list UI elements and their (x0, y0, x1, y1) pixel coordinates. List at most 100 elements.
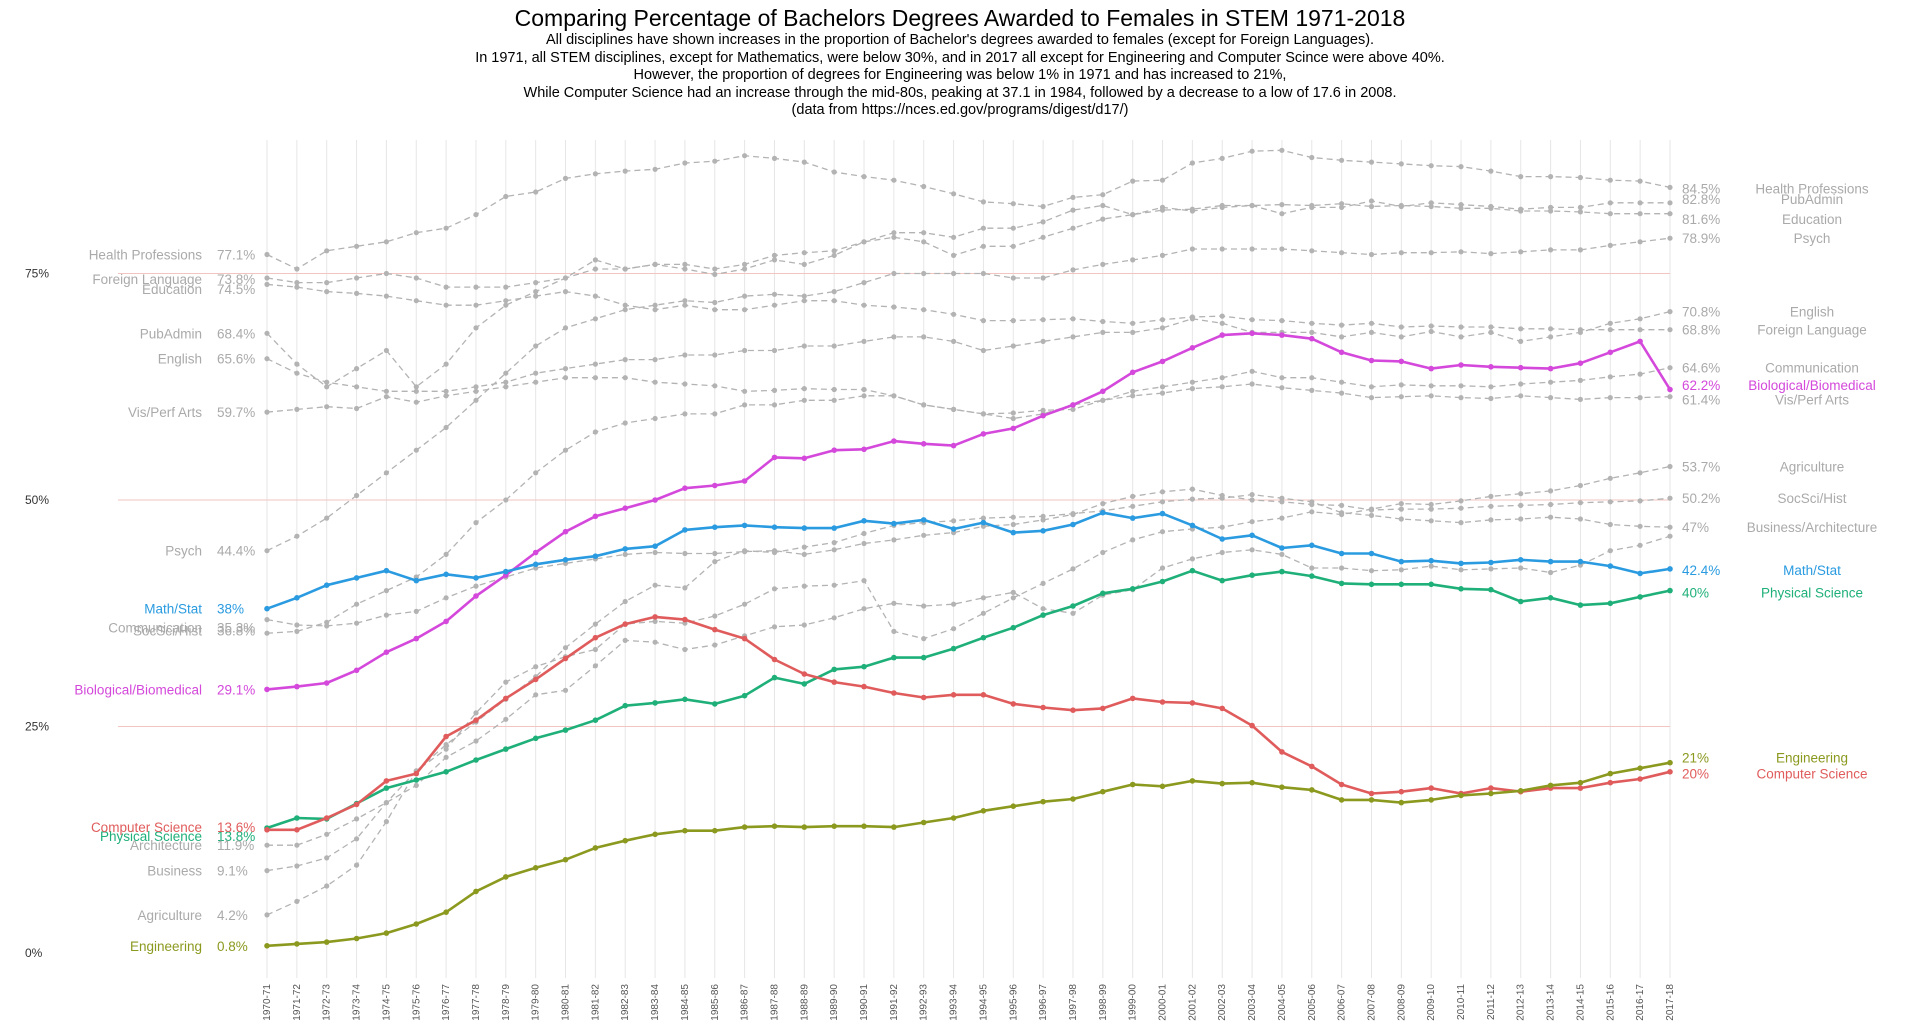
point-business-architecture-1971-72 (294, 863, 300, 869)
start-value-architecture: 11.9% (217, 838, 254, 853)
point-pubadmin-1970-71 (264, 330, 270, 336)
point-computer-science-2014-15 (1577, 785, 1584, 791)
point-business-architecture-1973-74 (354, 836, 360, 842)
point-communication-1983-84 (652, 415, 658, 422)
point-math-stat-1990-91 (861, 518, 867, 524)
point-math-stat-2007-08 (1368, 550, 1375, 557)
x-tick-label-2015-16: 2015-16 (1605, 984, 1616, 1021)
point-socsci-hist-2004-05 (1279, 499, 1285, 505)
point-biological-biomedical-1983-84 (652, 497, 658, 503)
point-education-1998-99 (1100, 216, 1106, 222)
x-tick-label-1998-99: 1998-99 (1098, 984, 1109, 1021)
series-line-english (266, 310, 1671, 392)
point-biological-biomedical-1980-81 (562, 528, 569, 535)
point-agriculture-1996-97 (1040, 580, 1046, 587)
point-health-professions-1970-71 (264, 251, 270, 258)
point-foreign-language-2017-18 (1667, 327, 1673, 333)
point-engineering-1979-80 (532, 865, 539, 871)
point-physical-science-1991-92 (891, 654, 897, 661)
point-foreign-language-1990-91 (861, 302, 867, 308)
point-business-architecture-2013-14 (1548, 514, 1554, 520)
end-label-engineering: Engineering (1776, 750, 1848, 765)
point-engineering-2016-17 (1637, 765, 1643, 771)
point-architecture-2015-16 (1607, 548, 1613, 554)
point-pubadmin-1988-89 (801, 250, 807, 256)
x-tick-label-1989-90: 1989-90 (829, 984, 840, 1021)
point-engineering-1998-99 (1100, 788, 1106, 795)
x-tick-label-1982-83: 1982-83 (620, 984, 631, 1021)
point-architecture-1994-95 (980, 595, 987, 601)
point-architecture-1984-85 (682, 646, 688, 653)
point-agriculture-1988-89 (801, 583, 807, 589)
point-psych-1995-96 (1010, 275, 1016, 281)
x-tick-label-2010-11: 2010-11 (1456, 984, 1467, 1020)
point-math-stat-1989-90 (831, 525, 837, 531)
series-line-education (266, 203, 1670, 288)
point-communication-1972-73 (324, 619, 330, 625)
point-math-stat-1983-84 (652, 543, 658, 549)
x-tick-label-1999-00: 1999-00 (1128, 984, 1139, 1021)
series-line-math-stat (266, 511, 1671, 610)
point-agriculture-1976-77 (443, 746, 449, 752)
point-pubadmin-2007-08 (1368, 198, 1375, 204)
point-agriculture-1997-98 (1070, 566, 1076, 572)
x-tick-label-1994-95: 1994-95 (978, 984, 989, 1021)
point-computer-science-1997-98 (1070, 707, 1076, 713)
point-communication-1973-74 (354, 601, 360, 607)
point-education-1972-73 (324, 280, 330, 286)
start-label-foreign-language: Foreign Language (92, 272, 202, 287)
point-physical-science-1998-99 (1100, 590, 1106, 597)
point-english-2005-06 (1309, 329, 1315, 335)
point-psych-1984-85 (682, 298, 688, 304)
point-agriculture-1972-73 (324, 883, 330, 889)
point-architecture-2012-13 (1518, 565, 1524, 571)
point-computer-science-1991-92 (891, 690, 897, 696)
point-foreign-language-1984-85 (682, 302, 688, 308)
point-architecture-2004-05 (1279, 551, 1285, 558)
point-biological-biomedical-1977-78 (473, 593, 479, 599)
point-health-professions-2013-14 (1548, 174, 1554, 180)
end-label-english: English (1790, 305, 1834, 320)
point-health-professions-2006-07 (1339, 157, 1345, 163)
point-communication-2001-02 (1189, 379, 1195, 385)
series-line-psych (266, 237, 1671, 552)
point-architecture-1992-93 (921, 603, 927, 609)
point-socsci-hist-1999-00 (1130, 493, 1136, 499)
point-physical-science-1985-86 (712, 701, 718, 707)
start-label-education: Education (142, 282, 202, 297)
point-vis-perf-arts-2008-09 (1398, 394, 1404, 400)
point-computer-science-1976-77 (443, 733, 449, 740)
x-tick-label-1977-78: 1977-78 (471, 984, 482, 1021)
point-socsci-hist-2011-12 (1488, 503, 1494, 509)
series-psych (264, 235, 1673, 554)
point-health-professions-1979-80 (533, 189, 539, 195)
point-psych-1971-72 (294, 533, 300, 539)
point-communication-1971-72 (294, 628, 300, 635)
point-psych-1985-86 (712, 299, 718, 306)
point-math-stat-1977-78 (473, 575, 479, 581)
point-health-professions-1986-87 (742, 153, 748, 159)
point-socsci-hist-1971-72 (294, 622, 300, 628)
point-computer-science-1974-75 (383, 778, 390, 784)
point-biological-biomedical-2001-02 (1189, 345, 1196, 351)
point-socsci-hist-2012-13 (1518, 502, 1524, 508)
point-math-stat-2000-01 (1159, 510, 1166, 517)
end-label-foreign-language: Foreign Language (1757, 323, 1867, 338)
point-math-stat-1976-77 (443, 571, 449, 578)
point-engineering-2017-18 (1667, 759, 1673, 766)
point-architecture-1981-82 (592, 663, 599, 669)
point-foreign-language-2006-07 (1339, 322, 1345, 328)
point-math-stat-1982-83 (622, 546, 628, 552)
point-computer-science-1992-93 (920, 694, 927, 701)
point-communication-1978-79 (503, 497, 509, 503)
point-education-1990-91 (861, 239, 867, 245)
point-socsci-hist-2014-15 (1577, 500, 1583, 506)
point-architecture-1979-80 (533, 692, 539, 698)
point-computer-science-1978-79 (503, 695, 509, 702)
point-biological-biomedical-2011-12 (1488, 364, 1494, 370)
point-health-professions-1977-78 (473, 212, 479, 218)
point-architecture-2016-17 (1637, 542, 1643, 548)
point-physical-science-1983-84 (652, 700, 658, 706)
point-math-stat-2016-17 (1637, 570, 1643, 577)
point-health-professions-1974-75 (383, 239, 389, 245)
